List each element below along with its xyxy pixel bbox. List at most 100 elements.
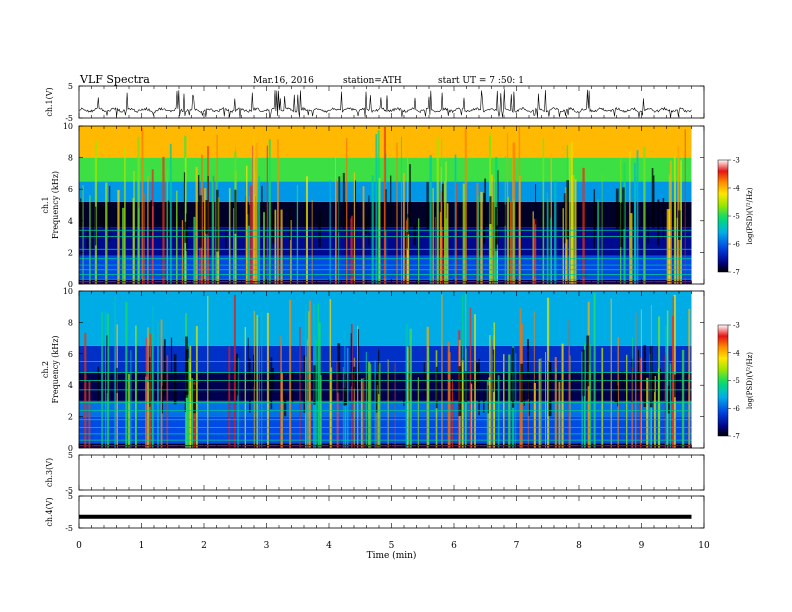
- spectral-streak: [610, 298, 612, 448]
- spectral-gap: [497, 170, 499, 229]
- spectral-streak: [345, 374, 347, 448]
- spectral-gap: [173, 354, 177, 405]
- y-tick-label: -5: [65, 114, 73, 123]
- spectral-gap: [390, 175, 392, 226]
- spectral-streak: [569, 355, 571, 448]
- spectral-streak: [363, 377, 365, 448]
- spectral-streak: [147, 327, 149, 448]
- spectral-streak: [407, 140, 409, 284]
- spectral-gap: [667, 385, 670, 414]
- spectral-gap: [184, 390, 186, 413]
- x-tick-label: 2: [201, 541, 207, 551]
- spectral-streak: [394, 362, 396, 448]
- spectral-streak: [371, 175, 374, 284]
- spectral-gap: [649, 345, 653, 408]
- spectral-streak: [237, 358, 239, 448]
- spectral-gap: [216, 189, 219, 252]
- spectral-gap: [464, 371, 467, 402]
- spectral-streak: [654, 376, 656, 448]
- spectral-gap: [108, 185, 111, 242]
- spectral-gap: [482, 383, 485, 413]
- colorbar-label: log(PSD)(V²/Hz): [746, 187, 754, 244]
- spectral-streak: [445, 218, 447, 284]
- spectral-streak: [368, 361, 371, 448]
- spectral-streak: [387, 359, 389, 448]
- spectral-streak: [290, 220, 292, 284]
- spectral-streak: [246, 165, 248, 284]
- spectral-gap: [365, 216, 368, 234]
- spectral-streak: [454, 154, 457, 284]
- spectral-streak: [476, 182, 479, 284]
- spectral-streak: [233, 208, 235, 284]
- spectral-streak: [289, 299, 292, 448]
- spectral-streak: [439, 212, 442, 284]
- spectral-gap: [526, 339, 530, 400]
- spectral-streak: [646, 377, 649, 448]
- spectral-gap: [350, 333, 352, 387]
- x-tick-label: 7: [514, 541, 520, 551]
- spectral-gap: [198, 195, 202, 248]
- spectral-streak: [128, 373, 131, 448]
- spectral-streak: [160, 319, 163, 448]
- spectral-streak: [157, 321, 159, 448]
- panel-frame-4: [78, 454, 705, 491]
- spectral-streak: [299, 326, 301, 448]
- spectral-streak: [330, 367, 333, 448]
- spectral-gap: [343, 388, 347, 406]
- y-axis-label: ch.1: [41, 196, 50, 213]
- spectral-gap: [271, 368, 274, 392]
- spectral-streak: [137, 136, 140, 284]
- spectral-gap: [248, 358, 251, 413]
- y-tick-label: 5: [68, 451, 73, 460]
- spectral-gap: [409, 164, 411, 222]
- spectral-streak: [166, 169, 169, 284]
- spectral-gap: [403, 386, 405, 406]
- spectral-streak: [448, 352, 451, 448]
- spectral-streak: [527, 379, 529, 448]
- colorbar-tick-label: -6: [733, 241, 740, 249]
- spectral-gap: [563, 193, 566, 244]
- spectral-streak: [464, 127, 467, 284]
- spectral-streak: [357, 325, 359, 448]
- spectral-gap: [149, 357, 151, 407]
- spectral-streak: [276, 139, 279, 284]
- spectral-streak: [318, 322, 321, 448]
- x-tick-label: 9: [639, 541, 645, 551]
- spectral-gap: [252, 354, 255, 387]
- spectral-streak: [550, 217, 552, 284]
- colorbar-tick-label: -3: [733, 322, 740, 330]
- spectral-gap: [426, 181, 429, 230]
- colorbar-tick-label: -6: [733, 405, 740, 413]
- spectral-streak: [335, 180, 337, 284]
- spectral-streak: [320, 375, 322, 448]
- spectral-streak: [266, 145, 268, 284]
- spectral-gap: [284, 394, 287, 417]
- y-axis-label: Frequency (kHz): [51, 171, 60, 239]
- spectral-streak: [405, 323, 408, 448]
- spectral-gap: [150, 200, 153, 236]
- spectral-streak: [673, 294, 676, 448]
- spectral-streak: [547, 199, 549, 284]
- ch1-waveform: [78, 89, 692, 118]
- x-tick-label: 0: [76, 541, 82, 551]
- band-1: [79, 416, 692, 444]
- spectral-streak: [673, 156, 676, 284]
- spectral-streak: [315, 339, 317, 448]
- spectral-streak: [346, 347, 349, 448]
- spectral-streak: [207, 296, 209, 448]
- y-tick-label: 8: [68, 318, 73, 327]
- spectral-streak: [117, 189, 120, 284]
- spectral-gap: [193, 384, 196, 414]
- spectral-streak: [488, 377, 491, 448]
- spectral-gap: [342, 172, 345, 230]
- spectral-streak: [145, 337, 148, 448]
- spectral-gap: [377, 349, 380, 395]
- y-tick-label: 8: [68, 154, 73, 163]
- spectral-streak: [169, 143, 172, 284]
- spectral-streak: [643, 146, 646, 284]
- spectral-streak: [200, 154, 203, 284]
- date-label: Mar.16, 2016: [253, 76, 314, 86]
- spectral-streak: [440, 191, 443, 284]
- spectral-gap: [659, 368, 661, 402]
- spectral-streak: [296, 185, 299, 284]
